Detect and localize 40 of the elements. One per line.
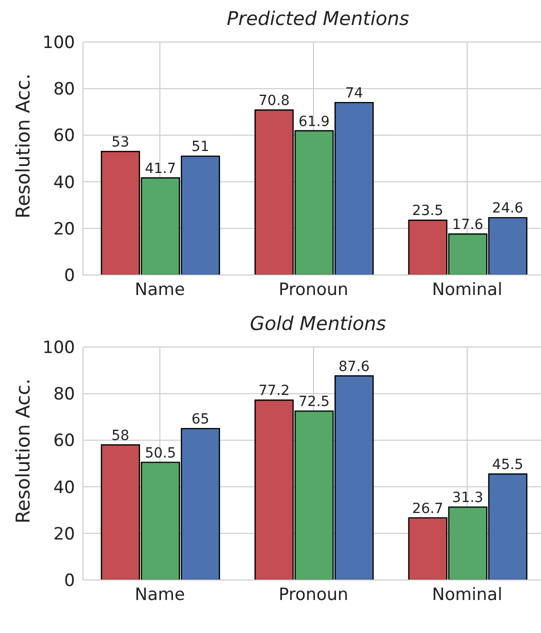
- y-tick-label: 20: [53, 219, 75, 240]
- y-tick-label: 80: [53, 80, 75, 100]
- data-label: 31.3: [452, 490, 484, 506]
- x-tick-label: Name: [134, 280, 185, 300]
- y-axis-title: Resolution Acc.: [12, 74, 35, 218]
- data-label: 61.9: [298, 114, 330, 130]
- y-tick-label: 40: [53, 478, 75, 498]
- data-label: 26.7: [412, 500, 444, 517]
- y-tick-label: 80: [53, 384, 75, 405]
- chart-title: Gold Mentions: [248, 313, 388, 335]
- data-label: 41.7: [144, 160, 176, 177]
- y-tick-label: 0: [64, 266, 75, 286]
- data-label: 65: [192, 412, 210, 428]
- y-tick-label: 100: [42, 33, 75, 54]
- y-tick-label: 20: [53, 524, 75, 544]
- data-label: 53: [112, 134, 130, 151]
- x-tick-label: Nominal: [432, 585, 502, 606]
- x-tick-label: Pronoun: [278, 585, 348, 606]
- data-label: 87.6: [338, 358, 370, 375]
- y-tick-label: 60: [53, 126, 75, 146]
- data-label: 45.5: [492, 456, 524, 473]
- data-label: 77.2: [258, 383, 290, 400]
- data-label: 74: [345, 86, 364, 102]
- chart-title: Predicted Mentions: [226, 8, 410, 30]
- x-tick-label: Nominal: [432, 280, 502, 300]
- y-tick-label: 100: [42, 338, 75, 358]
- data-label: 70.8: [258, 93, 290, 110]
- y-tick-label: 60: [53, 431, 75, 452]
- x-tick-label: Pronoun: [278, 280, 348, 300]
- x-tick-label: Name: [134, 585, 185, 606]
- data-label: 17.6: [452, 216, 484, 233]
- data-label: 72.5: [298, 394, 330, 410]
- data-label: 24.6: [492, 200, 524, 217]
- data-label: 50.5: [144, 445, 176, 462]
- y-tick-label: 0: [64, 571, 75, 592]
- y-axis-title: Resolution Acc.: [12, 378, 35, 524]
- data-label: 58: [112, 428, 130, 444]
- y-tick-label: 40: [53, 172, 75, 193]
- data-label: 51: [192, 139, 210, 156]
- data-label: 23.5: [412, 203, 444, 220]
